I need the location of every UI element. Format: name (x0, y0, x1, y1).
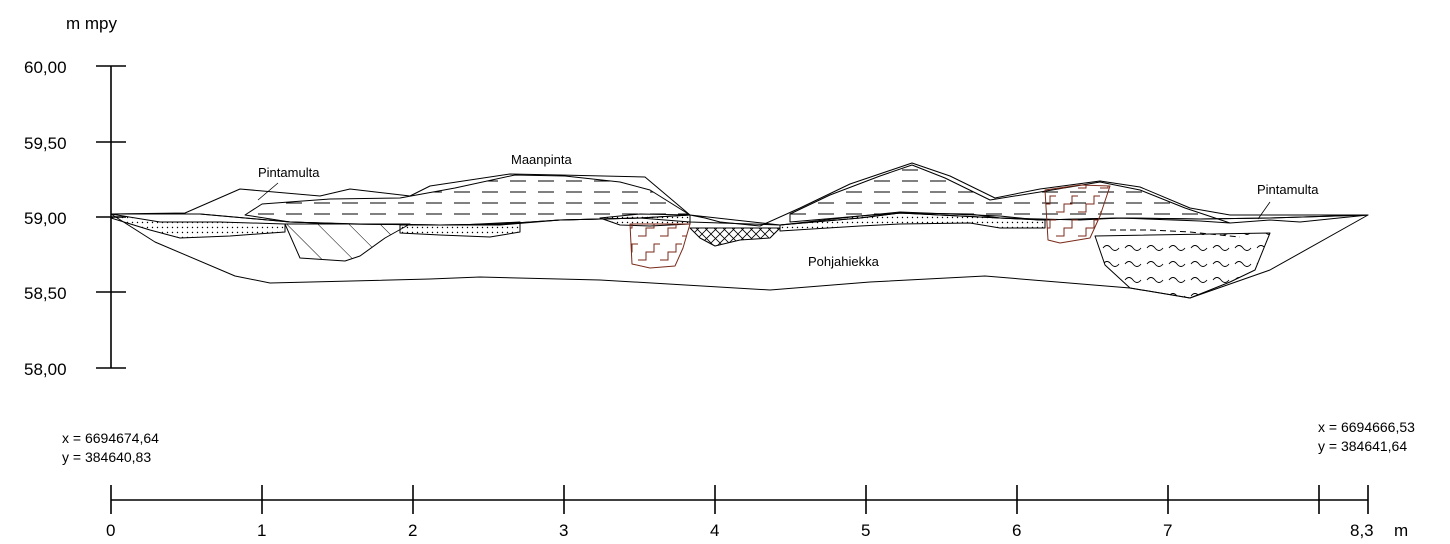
dashed-internal (1110, 229, 1241, 238)
y-tick-label: 59,50 (24, 134, 67, 153)
x-axis: 0 1 2 3 4 5 6 7 8,3 m (106, 485, 1408, 540)
brick-pocket-left (629, 223, 691, 269)
crosshatch-pocket (689, 227, 781, 247)
sand-lens-right (779, 212, 1046, 232)
x-tick-label: 5 (861, 521, 870, 540)
layer-labels: Pintamulta Maanpinta Pintamulta Pohjahie… (257, 152, 1319, 269)
x-axis-unit: m (1394, 521, 1408, 540)
wave-lens (1094, 232, 1271, 299)
x-tick-label: 2 (408, 521, 417, 540)
clay-layer-right (789, 164, 1231, 224)
x-tick-label: 7 (1163, 521, 1172, 540)
end-coordinate-x: x = 6694666,53 (1318, 419, 1415, 435)
sand-lens-center-left (399, 221, 521, 238)
x-tick-label: 1 (257, 521, 266, 540)
x-tick-label: 8,3 (1350, 521, 1374, 540)
label-pintamulta-right: Pintamulta (1257, 182, 1319, 197)
coordinates: x = 6694674,64 y = 384640,83 x = 6694666… (62, 419, 1415, 465)
leader-line (257, 182, 279, 201)
x-tick-label: 4 (710, 521, 719, 540)
y-axis: m mpy 60,00 59,50 59,00 58,50 58,00 (24, 14, 126, 379)
brick-pocket-right (1044, 184, 1111, 244)
sand-lens-left (110, 213, 286, 239)
x-tick-label: 3 (559, 521, 568, 540)
x-tick-label: 0 (106, 521, 115, 540)
start-coordinate-x: x = 6694674,64 (62, 430, 159, 446)
hatched-pocket (284, 223, 411, 262)
profile-layers (110, 162, 1369, 299)
label-maanpinta: Maanpinta (511, 152, 572, 167)
y-tick-label: 58,50 (24, 284, 67, 303)
surface-line-right (1229, 214, 1369, 224)
y-tick-label: 60,00 (24, 58, 67, 77)
y-tick-label: 58,00 (24, 360, 67, 379)
y-axis-unit: m mpy (66, 14, 118, 33)
end-coordinate-y: y = 384641,64 (1318, 438, 1407, 454)
label-pintamulta-left: Pintamulta (258, 165, 320, 180)
leader-line (1257, 201, 1271, 220)
start-coordinate-y: y = 384640,83 (62, 449, 151, 465)
y-tick-label: 59,00 (24, 209, 67, 228)
x-tick-label: 6 (1012, 521, 1021, 540)
label-pohjahiekka: Pohjahiekka (808, 254, 880, 269)
